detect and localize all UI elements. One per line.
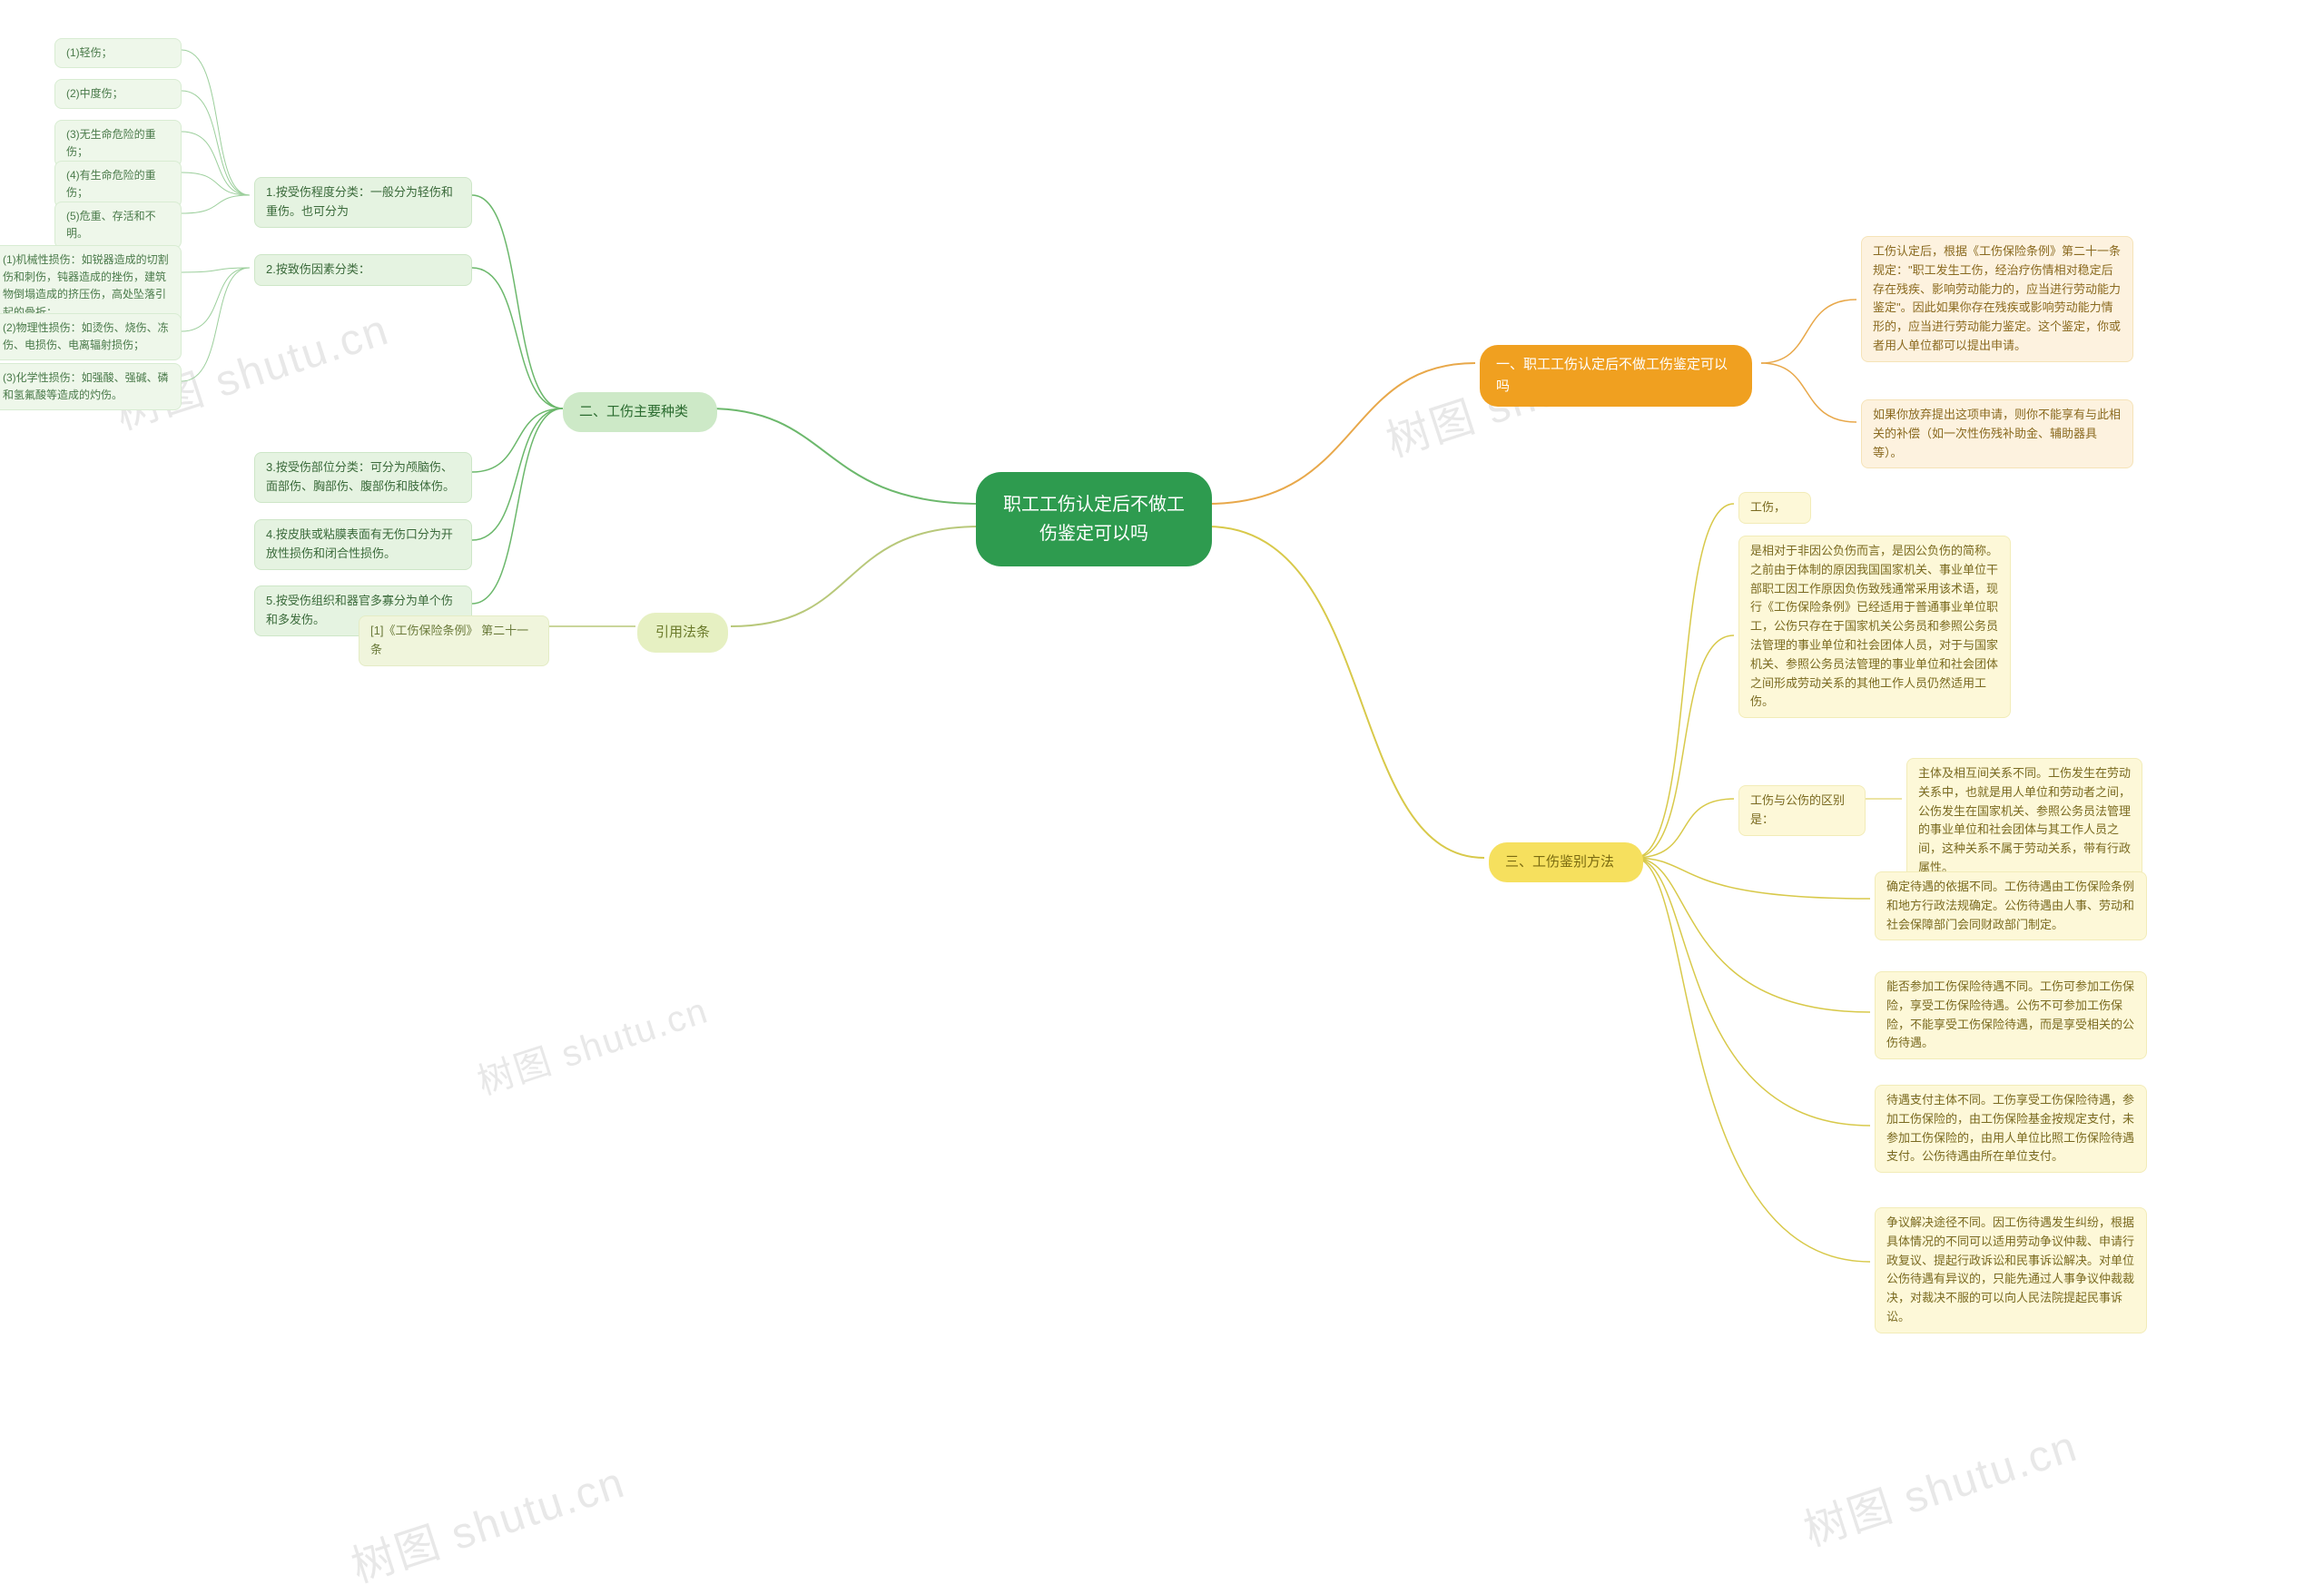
branch-2-c1[interactable]: 1.按受伤程度分类：一般分为轻伤和重伤。也可分为 — [254, 177, 472, 228]
branch-3-y1: 是相对于非因公负伤而言，是因公负伤的简称。之前由于体制的原因我国国家机关、事业单… — [1738, 536, 2011, 718]
branch-3-y2-label: 工伤与公伤的区别是： — [1738, 785, 1866, 836]
branch-3-y5: 待遇支付主体不同。工伤享受工伤保险待遇，参加工伤保险的，由工伤保险基金按规定支付… — [1875, 1085, 2147, 1173]
c2-s2: (2)物理性损伤：如烫伤、烧伤、冻伤、电损伤、电离辐射损伤； — [0, 313, 182, 360]
leaf-text: (1)机械性损伤：如锐器造成的切割伤和刺伤，钝器造成的挫伤，建筑物倒塌造成的挤压… — [3, 251, 170, 321]
branch-3-y6: 争议解决途径不同。因工伤待遇发生纠纷，根据具体情况的不同可以适用劳动争议仲裁、申… — [1875, 1207, 2147, 1333]
leaf-text: (3)化学性损伤：如强酸、强碱、磷和氢氟酸等造成的灼伤。 — [3, 369, 170, 404]
leaf-text: 争议解决途径不同。因工伤待遇发生纠纷，根据具体情况的不同可以适用劳动争议仲裁、申… — [1886, 1214, 2135, 1327]
watermark: 树图 shutu.cn — [470, 981, 714, 1106]
branch-3-y4: 能否参加工伤保险待遇不同。工伤可参加工伤保险，享受工伤保险待遇。公伤不可参加工伤… — [1875, 971, 2147, 1059]
c1-s2: (2)中度伤； — [54, 79, 182, 109]
leaf-text: (2)物理性损伤：如烫伤、烧伤、冻伤、电损伤、电离辐射损伤； — [3, 320, 170, 354]
leaf-text: 确定待遇的依据不同。工伤待遇由工伤保险条例和地方行政法规确定。公伤待遇由人事、劳… — [1886, 878, 2135, 934]
leaf-text: 3.按受伤部位分类：可分为颅脑伤、面部伤、胸部伤、腹部伤和肢体伤。 — [266, 458, 460, 497]
leaf-text: 待遇支付主体不同。工伤享受工伤保险待遇，参加工伤保险的，由工伤保险基金按规定支付… — [1886, 1091, 2135, 1166]
leaf-text: 工伤认定后，根据《工伤保险条例》第二十一条规定："职工发生工伤，经治疗伤情相对稳… — [1873, 242, 2122, 356]
leaf-text: 4.按皮肤或粘膜表面有无伤口分为开放性损伤和闭合性损伤。 — [266, 526, 460, 564]
leaf-text: [1]《工伤保险条例》 第二十一条 — [370, 622, 537, 660]
leaf-text: (5)危重、存活和不明。 — [66, 208, 170, 242]
branch-4[interactable]: 引用法条 — [637, 613, 728, 653]
branch-3[interactable]: 三、工伤鉴别方法 — [1489, 842, 1643, 882]
branch-2-c2[interactable]: 2.按致伤因素分类： — [254, 254, 472, 286]
leaf-text: 1.按受伤程度分类：一般分为轻伤和重伤。也可分为 — [266, 183, 460, 221]
leaf-text: 主体及相互间关系不同。工伤发生在劳动关系中，也就是用人单位和劳动者之间，公伤发生… — [1918, 764, 2131, 878]
root-node[interactable]: 职工工伤认定后不做工伤鉴定可以吗 — [976, 472, 1212, 566]
branch-3-label: 三、工伤鉴别方法 — [1505, 851, 1614, 873]
branch-2-c4: 4.按皮肤或粘膜表面有无伤口分为开放性损伤和闭合性损伤。 — [254, 519, 472, 570]
branch-2[interactable]: 二、工伤主要种类 — [563, 392, 717, 432]
branch-3-y3: 确定待遇的依据不同。工伤待遇由工伤保险条例和地方行政法规确定。公伤待遇由人事、劳… — [1875, 871, 2147, 940]
leaf-text: 是相对于非因公负伤而言，是因公负伤的简称。之前由于体制的原因我国国家机关、事业单… — [1750, 542, 1999, 712]
leaf-text: (2)中度伤； — [66, 85, 123, 103]
branch-1-label: 一、职工工伤认定后不做工伤鉴定可以吗 — [1496, 354, 1736, 398]
branch-3-y0: 工伤， — [1738, 492, 1811, 524]
c1-s1: (1)轻伤； — [54, 38, 182, 68]
branch-4-label: 引用法条 — [655, 622, 710, 644]
leaf-text: (1)轻伤； — [66, 44, 113, 62]
c1-s5: (5)危重、存活和不明。 — [54, 202, 182, 249]
leaf-text: (3)无生命危险的重伤； — [66, 126, 170, 161]
branch-2-c3: 3.按受伤部位分类：可分为颅脑伤、面部伤、胸部伤、腹部伤和肢体伤。 — [254, 452, 472, 503]
leaf-text: 工伤， — [1750, 498, 1786, 517]
leaf-text: 如果你放弃提出这项申请，则你不能享有与此相关的补偿（如一次性伤残补助金、辅助器具… — [1873, 406, 2122, 462]
branch-1-leaf-2: 如果你放弃提出这项申请，则你不能享有与此相关的补偿（如一次性伤残补助金、辅助器具… — [1861, 399, 2133, 468]
branch-2-label: 二、工伤主要种类 — [579, 401, 688, 423]
watermark: 树图 shutu.cn — [342, 1446, 632, 1584]
root-title: 职工工伤认定后不做工伤鉴定可以吗 — [1003, 490, 1185, 548]
leaf-text: (4)有生命危险的重伤； — [66, 167, 170, 202]
branch-1[interactable]: 一、职工工伤认定后不做工伤鉴定可以吗 — [1480, 345, 1752, 407]
branch-4-ref: [1]《工伤保险条例》 第二十一条 — [359, 615, 549, 666]
c2-s3: (3)化学性损伤：如强酸、强碱、磷和氢氟酸等造成的灼伤。 — [0, 363, 182, 410]
leaf-text: 工伤与公伤的区别是： — [1750, 792, 1854, 830]
leaf-text: 2.按致伤因素分类： — [266, 261, 370, 280]
watermark: 树图 shutu.cn — [1795, 1410, 2084, 1558]
branch-1-leaf-1: 工伤认定后，根据《工伤保险条例》第二十一条规定："职工发生工伤，经治疗伤情相对稳… — [1861, 236, 2133, 362]
branch-3-y2-text: 主体及相互间关系不同。工伤发生在劳动关系中，也就是用人单位和劳动者之间，公伤发生… — [1906, 758, 2142, 884]
leaf-text: 能否参加工伤保险待遇不同。工伤可参加工伤保险，享受工伤保险待遇。公伤不可参加工伤… — [1886, 978, 2135, 1053]
